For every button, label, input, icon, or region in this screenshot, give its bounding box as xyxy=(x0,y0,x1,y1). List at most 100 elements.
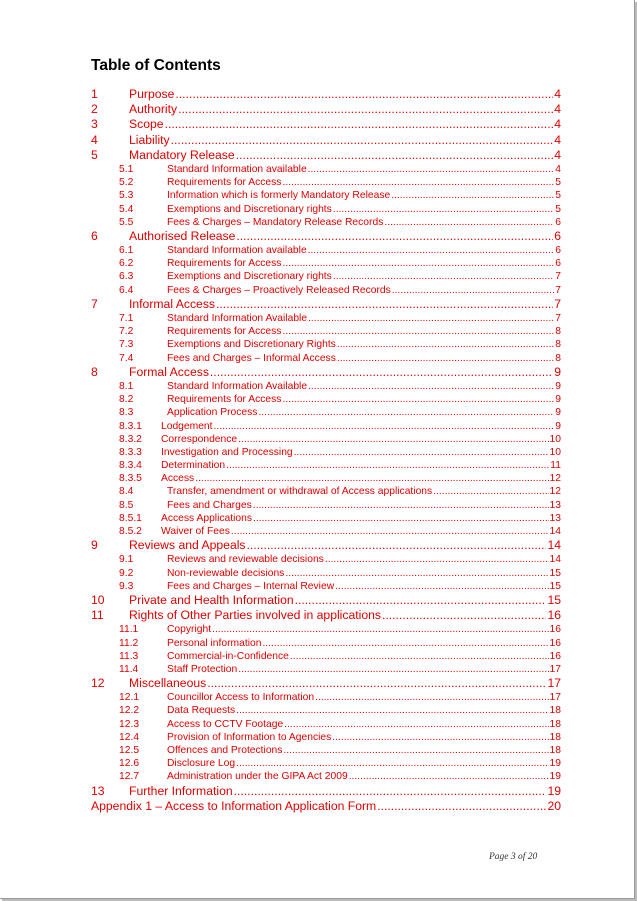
toc-entry-page: 7 xyxy=(555,271,561,283)
toc-entry-page: 4 xyxy=(554,147,561,162)
toc-entry-title: Data Requests xyxy=(167,705,236,717)
toc-entry[interactable]: 11.4 Staff Protection 17 xyxy=(91,663,561,676)
toc-entry[interactable]: 9.3 Fees and Charges – Internal Review 15 xyxy=(91,580,561,593)
toc-entry[interactable]: 3 Scope 4 xyxy=(91,117,561,132)
toc-entry[interactable]: 8.1 Standard Information Available 9 xyxy=(91,380,561,393)
toc-entry-number: 7.4 xyxy=(119,352,134,364)
toc-entry-title: Miscellaneous xyxy=(129,676,207,691)
toc-entry-title: Personal information xyxy=(167,637,262,649)
dot-leader xyxy=(234,784,547,799)
toc-entry[interactable]: 12.2 Data Requests 18 xyxy=(91,704,561,717)
toc-entry[interactable]: 5.1 Standard Information available 4 xyxy=(91,163,561,176)
toc-entry[interactable]: 11.2 Personal information 16 xyxy=(91,637,561,650)
toc-entry[interactable]: 6.2 Requirements for Access 6 xyxy=(91,257,561,270)
toc-entry[interactable]: 12.3 Access to CCTV Footage 18 xyxy=(91,718,561,731)
toc-entry[interactable]: 8.5 Fees and Charges 13 xyxy=(91,499,561,512)
toc-entry[interactable]: 11.3 Commercial-in-Confidence 16 xyxy=(91,650,561,663)
toc-entry[interactable]: 8.3.3 Investigation and Processing 10 xyxy=(91,446,561,459)
toc-entry-number: 5.5 xyxy=(119,216,134,228)
toc-entry[interactable]: 5 Mandatory Release 4 xyxy=(91,148,561,163)
dot-leader xyxy=(382,608,546,623)
toc-entry[interactable]: 8.4 Transfer, amendment or withdrawal of … xyxy=(91,485,561,498)
dot-leader xyxy=(308,244,555,257)
toc-entry[interactable]: 12.7 Administration under the GIPA Act 20… xyxy=(91,770,561,783)
toc-entry[interactable]: 7 Informal Access 7 xyxy=(91,297,561,312)
toc-entry[interactable]: 5.5 Fees & Charges – Mandatory Release Re… xyxy=(91,216,561,229)
toc-entry[interactable]: 9 Reviews and Appeals 14 xyxy=(91,538,561,553)
toc-entry[interactable]: 9.1 Reviews and reviewable decisions 14 xyxy=(91,553,561,566)
toc-entry[interactable]: 8.5.2 Waiver of Fees 14 xyxy=(91,525,561,538)
toc-entry-page: 4 xyxy=(555,163,561,175)
dot-leader xyxy=(171,133,554,148)
toc-entry-number: 11.3 xyxy=(119,650,139,662)
toc-entry-title: Offences and Protections xyxy=(167,745,283,756)
dot-leader xyxy=(247,538,547,553)
toc-entry[interactable]: 8 Formal Access 9 xyxy=(91,365,561,380)
dot-leader xyxy=(195,472,548,485)
dot-leader xyxy=(262,637,548,650)
toc-entry[interactable]: 12.1 Councillor Access to Information 17 xyxy=(91,691,561,704)
dot-leader xyxy=(282,257,554,270)
dot-leader xyxy=(384,216,554,229)
toc-entry-number: 11.2 xyxy=(119,637,139,649)
toc-entry-number: 4 xyxy=(91,132,98,147)
toc-entry[interactable]: 1 Purpose 4 xyxy=(91,87,561,102)
toc-entry[interactable]: 8.3.5 Access 12 xyxy=(91,472,561,485)
toc-entry-number: 12.7 xyxy=(119,771,140,783)
toc-entry-title: Information which is formerly Mandatory … xyxy=(167,190,391,202)
toc-entry-title: Correspondence xyxy=(161,433,238,445)
toc-entry[interactable]: 12.6 Disclosure Log 19 xyxy=(91,757,561,770)
toc-entry[interactable]: 6.1 Standard Information available 6 xyxy=(91,244,561,257)
dot-leader xyxy=(433,485,548,498)
toc-entry[interactable]: 8.2 Requirements for Access 9 xyxy=(91,393,561,406)
toc-entry-number: 6.2 xyxy=(119,258,134,270)
toc-entry[interactable]: 9.2 Non-reviewable decisions 15 xyxy=(91,567,561,580)
toc-entry[interactable]: 7.4 Fees and Charges – Informal Access 8 xyxy=(91,352,561,365)
toc-entry[interactable]: 12.5 Offences and Protections 18 xyxy=(91,744,561,757)
dot-leader xyxy=(236,757,548,770)
toc-entry[interactable]: 12 Miscellaneous 17 xyxy=(91,676,561,691)
toc-entry[interactable]: 8.3.4 Determination 11 xyxy=(91,459,561,472)
toc-entry-title: Standard Information available xyxy=(167,245,307,257)
toc-entry[interactable]: 8.3 Application Process 9 xyxy=(91,406,561,419)
toc-entry-number: 8.3.2 xyxy=(119,433,142,445)
toc-entry[interactable]: 8.3.2 Correspondence 10 xyxy=(91,433,561,446)
toc-entry-page: 7 xyxy=(555,284,561,296)
toc-entry-title: Fees and Charges xyxy=(167,499,252,511)
toc-entry-number: 8.2 xyxy=(119,394,134,406)
toc-entry[interactable]: Appendix 1 – Access to Information Appli… xyxy=(91,799,561,814)
toc-entry[interactable]: 5.4 Exemptions and Discretionary rights 5 xyxy=(91,203,561,216)
toc-entry[interactable]: 7.2 Requirements for Access 8 xyxy=(91,325,561,338)
toc-entry[interactable]: 10 Private and Health Information 15 xyxy=(91,593,561,608)
toc-entry-number: 12 xyxy=(91,676,105,691)
toc-entry[interactable]: 6.4 Fees & Charges – Proactively Released… xyxy=(91,284,561,297)
toc-entry[interactable]: 12.4 Provision of Information to Agencies… xyxy=(91,731,561,744)
toc-entry[interactable]: 5.2 Requirements for Access 5 xyxy=(91,176,561,189)
toc-entry-number: 8.3 xyxy=(119,407,134,419)
toc-entry-page: 6 xyxy=(555,245,561,257)
toc-entry[interactable]: 7.1 Standard Information Available 7 xyxy=(91,312,561,325)
toc-entry-title: Exemptions and Discretionary rights xyxy=(167,203,332,215)
toc-entry[interactable]: 6 Authorised Release 6 xyxy=(91,229,561,244)
toc-entry[interactable]: 11 Rights of Other Parties involved in ap… xyxy=(91,608,561,623)
toc-entry-title: Fees and Charges – Informal Access xyxy=(167,352,336,364)
toc-entry-page: 20 xyxy=(547,798,561,813)
toc-entry-title: Non-reviewable decisions xyxy=(167,567,285,579)
toc-entry[interactable]: 2 Authority 4 xyxy=(91,102,561,117)
toc-entry[interactable]: 7.3 Exemptions and Discretionary Rights 8 xyxy=(91,338,561,351)
toc-entry[interactable]: 5.3 Information which is formerly Mandato… xyxy=(91,189,561,202)
toc-entry-page: 8 xyxy=(555,352,561,364)
toc-entry-number: 7.2 xyxy=(119,326,134,338)
toc-entry-title: Staff Protection xyxy=(167,663,238,675)
toc-entry-page: 16 xyxy=(549,624,561,636)
toc-entry-page: 14 xyxy=(549,554,561,566)
dot-leader xyxy=(308,163,555,176)
toc-entry[interactable]: 13 Further Information 19 xyxy=(91,784,561,799)
toc-entry-number: 8.3.5 xyxy=(119,473,142,485)
toc-entry-title: Councillor Access to Information xyxy=(167,692,315,704)
toc-entry[interactable]: 11.1 Copyright 16 xyxy=(91,623,561,636)
toc-entry[interactable]: 4 Liability 4 xyxy=(91,133,561,148)
toc-entry[interactable]: 6.3 Exemptions and Discretionary rights 7 xyxy=(91,270,561,283)
toc-entry[interactable]: 8.5.1 Access Applications 13 xyxy=(91,512,561,525)
toc-entry[interactable]: 8.3.1 Lodgement 9 xyxy=(91,420,561,433)
